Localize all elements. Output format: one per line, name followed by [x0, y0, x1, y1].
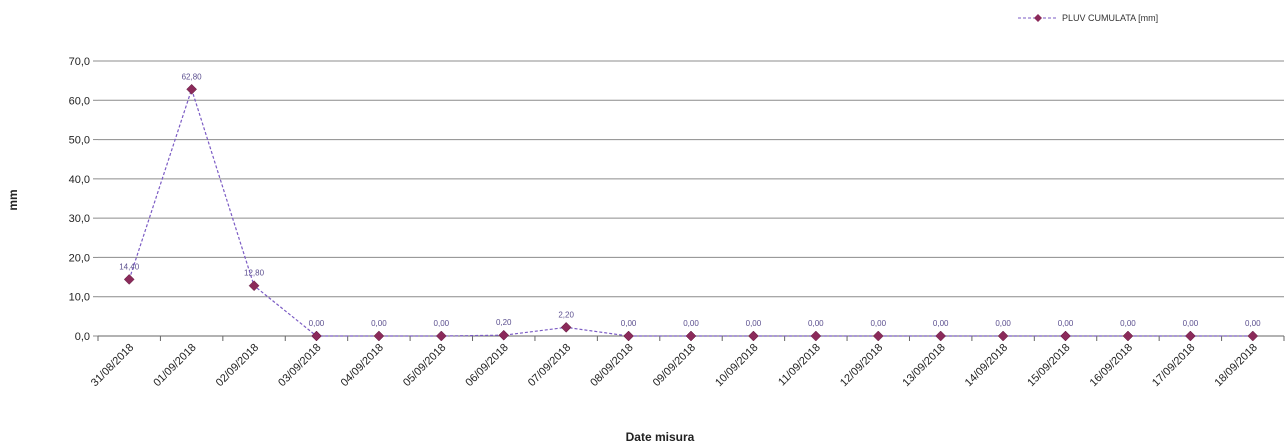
x-tick-label: 04/09/2018: [339, 342, 386, 389]
data-point-marker: [1247, 330, 1259, 342]
y-tick-label: 0,0: [75, 331, 90, 343]
series-line: [128, 87, 1253, 337]
data-label: 0,00: [1120, 319, 1136, 328]
series-layer: 14,40 62,80 12,80 0,00 0,00 0,00 0,20 2,20 0,00 0…: [119, 72, 1261, 342]
x-tick-label: 06/09/2018: [463, 342, 510, 389]
data-point-marker: [997, 330, 1009, 342]
y-tick-label: 70,0: [69, 56, 90, 68]
data-label: 0,00: [1058, 319, 1074, 328]
x-tick-label: 18/09/2018: [1212, 342, 1259, 389]
data-point-marker: [123, 274, 135, 285]
x-tick-label: 31/08/2018: [89, 342, 136, 389]
legend: PLUV CUMULATA [mm]: [1018, 13, 1158, 23]
x-tick-label: 17/09/2018: [1150, 342, 1197, 389]
data-label: 0,00: [1183, 319, 1199, 328]
data-label: 2,20: [558, 310, 574, 319]
x-tick-label: 12/09/2018: [838, 342, 885, 389]
x-tick-label: 13/09/2018: [900, 342, 947, 389]
x-tick-label: 02/09/2018: [214, 342, 261, 389]
data-point-marker: [1185, 330, 1196, 342]
y-tick-label: 10,0: [69, 292, 90, 304]
data-label: 0,00: [933, 319, 949, 328]
data-label: 14,40: [119, 262, 140, 271]
data-label: 0,00: [870, 319, 886, 328]
data-point-marker: [935, 330, 947, 342]
data-label: 12,80: [244, 269, 265, 278]
x-tick-label: 09/09/2018: [651, 342, 698, 389]
y-tick-label: 20,0: [69, 252, 90, 264]
y-axis-ticks: 0,0 10,0 20,0 30,0 40,0 50,0 60,0 70,0: [69, 56, 98, 343]
x-tick-label: 15/09/2018: [1025, 342, 1072, 389]
x-tick-label: 14/09/2018: [963, 342, 1010, 389]
x-tick-label: 01/09/2018: [151, 342, 198, 389]
data-point-marker: [685, 330, 697, 342]
x-tick-label: 07/09/2018: [526, 342, 573, 389]
data-label: 0,00: [808, 319, 824, 328]
data-label: 0,00: [683, 319, 699, 328]
data-label: 0,00: [309, 319, 325, 328]
y-tick-label: 40,0: [69, 174, 90, 186]
y-axis-title: mm: [6, 189, 20, 210]
data-label: 0,00: [1245, 319, 1261, 328]
x-tick-label: 10/09/2018: [713, 342, 760, 389]
data-point-marker: [435, 330, 447, 342]
data-label: 0,20: [496, 318, 512, 327]
y-tick-label: 30,0: [69, 213, 90, 225]
x-tick-label: 08/09/2018: [588, 342, 635, 389]
y-tick-label: 60,0: [69, 95, 90, 107]
data-point-marker: [1122, 330, 1134, 342]
x-axis: 31/08/2018 01/09/2018 02/09/2018 03/09/2018…: [89, 335, 1285, 389]
x-axis-title: Date misura: [626, 430, 695, 444]
data-label: 62,80: [182, 72, 203, 81]
data-point-marker: [623, 330, 634, 342]
data-label: 0,00: [621, 319, 637, 328]
data-label: 0,00: [371, 319, 387, 328]
legend-label: PLUV CUMULATA [mm]: [1062, 13, 1158, 23]
x-tick-label: 11/09/2018: [776, 342, 823, 389]
y-tick-label: 50,0: [69, 135, 90, 147]
x-tick-label: 16/09/2018: [1088, 342, 1135, 389]
gridlines: [98, 60, 1284, 337]
data-point-marker: [872, 330, 884, 342]
data-label: 0,00: [434, 319, 450, 328]
data-point-marker: [498, 329, 510, 341]
data-label: 0,00: [995, 319, 1011, 328]
data-point-marker: [1060, 330, 1071, 342]
data-point-marker: [248, 280, 260, 292]
data-point-marker: [186, 83, 197, 95]
data-label: 0,00: [746, 319, 762, 328]
legend-diamond-marker: [1034, 14, 1042, 22]
data-point-marker: [560, 322, 572, 333]
data-point-marker: [311, 330, 322, 342]
x-tick-label: 03/09/2018: [276, 342, 323, 389]
data-point-marker: [810, 330, 822, 342]
x-tick-label: 05/09/2018: [401, 342, 448, 389]
data-point-marker: [373, 330, 385, 342]
data-point-marker: [748, 330, 759, 342]
